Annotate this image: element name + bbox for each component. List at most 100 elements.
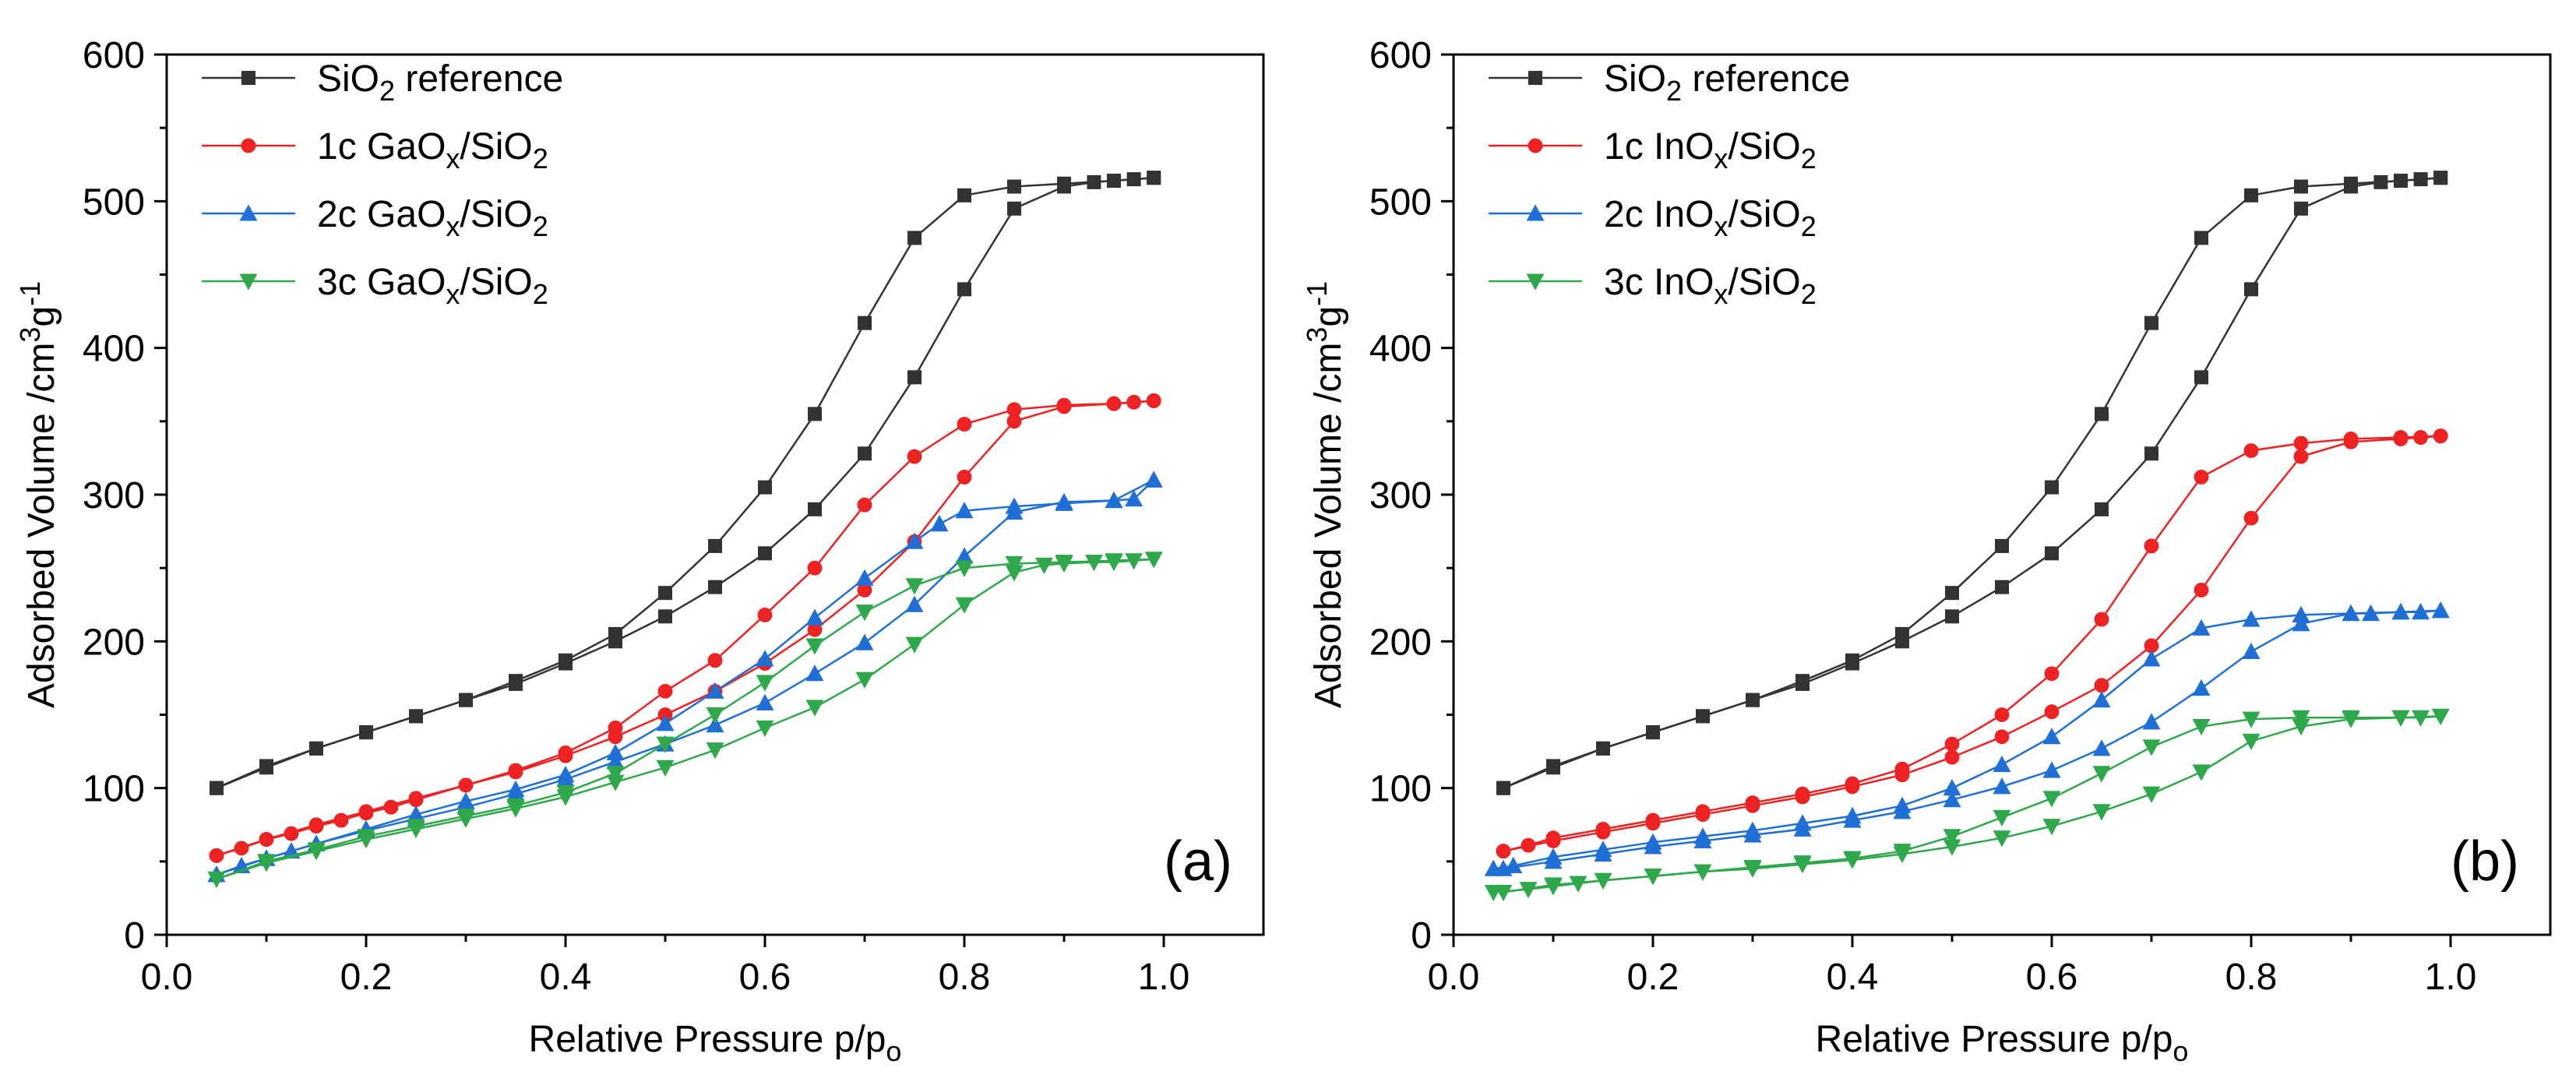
adsorption-point xyxy=(2192,719,2211,736)
desorption-point xyxy=(855,633,874,650)
adsorption-point xyxy=(1005,555,1024,573)
desorption-point xyxy=(2342,604,2360,622)
adsorption-point xyxy=(1995,538,2009,553)
desorption-point xyxy=(259,832,274,848)
y-axis-label: Adsorbed Volume /cm3g-1 xyxy=(14,281,62,708)
desorption-point xyxy=(1995,580,2009,594)
legend-label: 3c InOx/SiO2 xyxy=(1604,262,1817,310)
desorption-point xyxy=(2042,819,2061,836)
adsorption-point xyxy=(2144,538,2159,554)
desorption-point xyxy=(1087,174,1101,189)
desorption-point xyxy=(2192,764,2211,781)
desorption-point xyxy=(2292,615,2310,632)
legend-marker xyxy=(1528,71,1542,85)
desorption-point xyxy=(506,801,525,818)
desorption-point xyxy=(2342,711,2360,728)
y-tick-label: 400 xyxy=(1369,329,1432,370)
legend-label: SiO2 reference xyxy=(1604,58,1850,107)
desorption-point xyxy=(1944,749,1960,765)
y-tick-label: 200 xyxy=(1369,622,1432,663)
desorption-point xyxy=(1894,767,1910,783)
desorption-point xyxy=(1147,171,1161,185)
adsorption-point xyxy=(2092,690,2111,708)
desorption-point xyxy=(1895,634,1909,649)
series-3 xyxy=(1484,601,2450,876)
desorption-point xyxy=(2373,174,2388,189)
y-tick-label: 0 xyxy=(1411,915,1432,957)
y-tick-label: 300 xyxy=(1369,475,1432,516)
desorption-point xyxy=(2413,172,2428,187)
adsorption-point xyxy=(706,707,724,724)
desorption-line xyxy=(1503,435,2441,852)
desorption-point xyxy=(756,720,774,738)
desorption-point xyxy=(2243,510,2259,526)
series-1 xyxy=(1496,171,2448,795)
desorption-point xyxy=(2413,430,2429,445)
desorption-point xyxy=(1055,492,1073,509)
adsorption-point xyxy=(2044,666,2060,682)
adsorption-point xyxy=(1943,829,1961,846)
y-tick-label: 300 xyxy=(83,475,145,516)
desorption-point xyxy=(608,729,623,745)
legend-marker xyxy=(239,273,258,291)
desorption-point xyxy=(407,821,425,839)
adsorption-point xyxy=(2142,650,2161,667)
x-tick-label: 0.0 xyxy=(141,957,193,998)
desorption-point xyxy=(358,804,374,819)
adsorption-point xyxy=(2094,611,2109,627)
desorption-point xyxy=(907,370,922,385)
desorption-point xyxy=(1843,852,1862,869)
y-tick-label: 200 xyxy=(83,622,145,663)
desorption-point xyxy=(706,742,724,760)
desorption-point xyxy=(2142,713,2161,730)
desorption-point xyxy=(955,597,974,614)
desorption-point xyxy=(1546,760,1560,775)
desorption-point xyxy=(2394,173,2408,188)
adsorption-point xyxy=(905,578,924,595)
x-axis-label: Relative Pressure p/po xyxy=(529,1019,902,1067)
desorption-point xyxy=(556,789,575,806)
desorption-point xyxy=(2412,602,2430,620)
legend-marker xyxy=(1526,273,1545,291)
desorption-point xyxy=(1494,859,1513,876)
legend-label: SiO2 reference xyxy=(317,58,563,107)
adsorption-point xyxy=(907,449,922,464)
desorption-point xyxy=(1125,489,1144,507)
desorption-point xyxy=(210,781,224,795)
desorption-point xyxy=(957,469,972,485)
adsorption-point xyxy=(855,604,874,622)
desorption-point xyxy=(409,709,423,724)
desorption-point xyxy=(858,446,872,461)
legend-marker xyxy=(241,138,256,153)
desorption-point xyxy=(1644,837,1662,855)
desorption-point xyxy=(1596,741,1610,756)
adsorption-point xyxy=(1993,809,2011,827)
adsorption-point xyxy=(2042,791,2061,808)
adsorption-point xyxy=(957,188,971,203)
x-tick-label: 0.4 xyxy=(540,957,592,998)
x-tick-label: 1.0 xyxy=(1138,957,1190,998)
y-tick-label: 500 xyxy=(83,182,145,223)
adsorption-point xyxy=(756,650,774,667)
adsorption-point xyxy=(2292,710,2310,727)
legend-item: 2c InOx/SiO2 xyxy=(1489,194,1817,242)
legend-item: SiO2 reference xyxy=(1489,58,1850,107)
desorption-point xyxy=(2391,602,2410,620)
desorption-point xyxy=(2391,710,2410,727)
desorption-point xyxy=(2431,708,2450,726)
desorption-point xyxy=(1746,693,1760,707)
series-1 xyxy=(210,171,1161,795)
desorption-point xyxy=(1105,491,1123,509)
legend-marker xyxy=(1526,204,1545,221)
adsorption-point xyxy=(957,417,972,432)
adsorption-point xyxy=(1944,736,1960,752)
adsorption-point xyxy=(1504,856,1523,874)
desorption-point xyxy=(1945,609,1959,624)
desorption-point xyxy=(2192,678,2211,696)
panel-label: (b) xyxy=(2451,830,2519,893)
desorption-point xyxy=(1993,777,2011,795)
desorption-point xyxy=(1545,834,1561,848)
desorption-point xyxy=(2294,201,2308,216)
desorption-point xyxy=(1845,779,1860,795)
